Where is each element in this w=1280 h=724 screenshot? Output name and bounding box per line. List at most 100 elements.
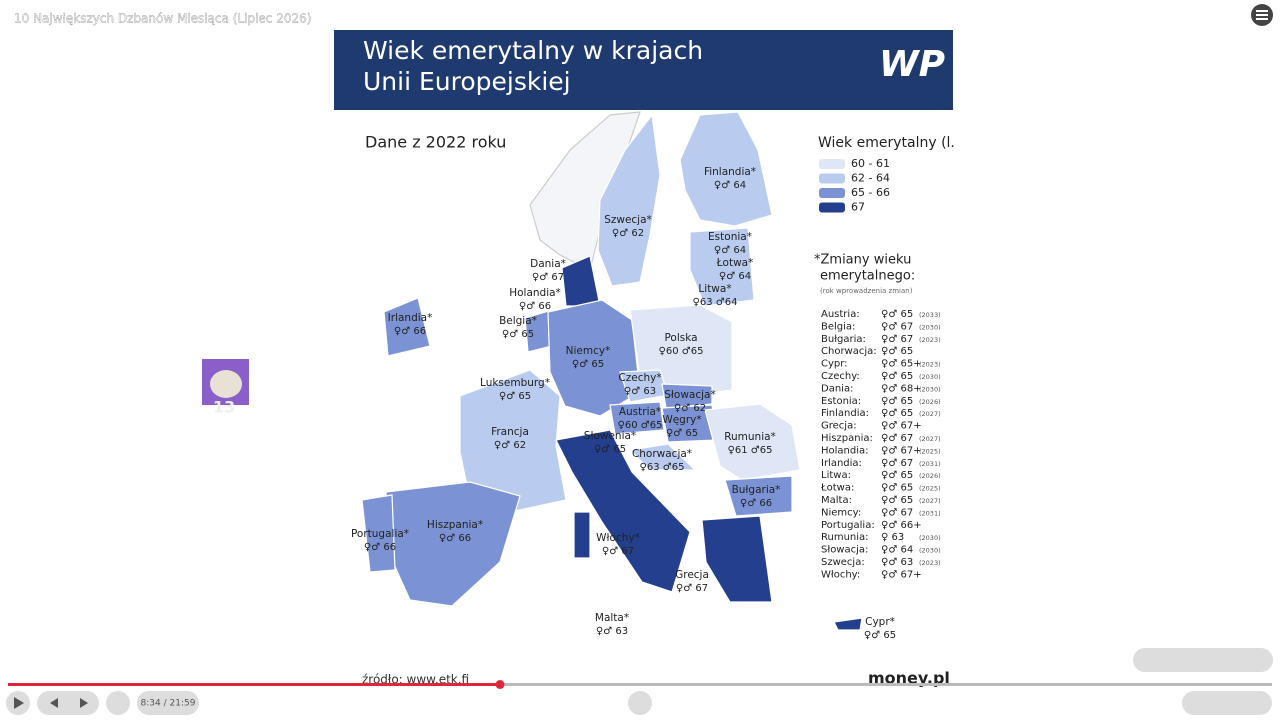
change-country: Rumunia: xyxy=(821,532,869,543)
change-country: Estonia: xyxy=(821,396,861,407)
change-age: ♀♂ 65+ xyxy=(881,359,922,370)
legend-swatch xyxy=(819,173,845,184)
changes-note: (rok wprowadzenia zmian) xyxy=(820,287,913,295)
slide-title: Unii Europejskiej xyxy=(363,67,571,96)
change-country: Grecja: xyxy=(821,421,857,432)
map-labels: Finlandia* ♀♂ 64 Szwecja* ♀♂ 62 Estonia* ♀♂ 6… xyxy=(351,166,896,641)
change-age: ♀ 63 xyxy=(881,532,904,543)
country-name: Irlandia* xyxy=(388,312,433,324)
change-year: (2033) xyxy=(919,311,941,319)
avatar-face xyxy=(210,370,242,398)
country-name: Polska xyxy=(664,332,697,344)
change-year: (2030) xyxy=(919,547,941,555)
ireland xyxy=(383,297,431,357)
country-age: ♀♂ 65 xyxy=(594,444,626,455)
time: 8:34 / 21:59 xyxy=(141,699,196,709)
country-name: Chorwacja* xyxy=(632,448,692,460)
change-age: ♀♂ 65 xyxy=(881,495,913,506)
country-name: Austria* xyxy=(619,406,661,418)
volume-button[interactable] xyxy=(106,691,130,715)
change-year: (2026) xyxy=(919,398,941,406)
change-age: ♀♂ 65 xyxy=(881,470,913,481)
change-year: (2027) xyxy=(919,497,941,505)
change-year: (2031) xyxy=(919,509,941,517)
country-name: Francja xyxy=(491,426,529,438)
settings-pill[interactable] xyxy=(1182,691,1272,715)
country-age: ♀61 ♂65 xyxy=(728,445,773,456)
change-age: ♀♂ 67+ xyxy=(881,445,922,456)
country-name: Belgia* xyxy=(499,315,537,327)
country-age: ♀♂ 64 xyxy=(714,180,746,191)
country-age: ♀♂ 65 xyxy=(864,630,896,641)
italy xyxy=(555,429,691,593)
change-country: Chorwacja: xyxy=(821,346,877,357)
menu-icon xyxy=(1256,14,1268,16)
legend-label: 65 - 66 xyxy=(851,186,890,199)
change-country: Belgia: xyxy=(821,321,855,332)
baltics xyxy=(689,227,755,307)
change-year: (2027) xyxy=(919,410,941,418)
country-age: ♀♂ 65 xyxy=(502,329,534,340)
country-name: Niemcy* xyxy=(566,345,611,357)
country-name: Portugalia* xyxy=(351,528,409,540)
germany xyxy=(547,299,641,417)
progress-track[interactable] xyxy=(8,683,1272,686)
video-title[interactable]: 10 Największych Dzbanów Miesiąca (Lipiec… xyxy=(14,11,312,26)
country-age: ♀♂ 63 xyxy=(624,386,656,397)
subtitle: Dane z 2022 roku xyxy=(365,133,506,152)
change-age: ♀♂ 66+ xyxy=(881,520,922,531)
country-age: ♀♂ 66 xyxy=(394,326,426,337)
change-country: Dania: xyxy=(821,383,853,394)
change-age: ♀♂ 63 xyxy=(881,557,913,568)
menu-icon xyxy=(1256,10,1268,12)
country-age: ♀♂ 67 xyxy=(532,272,564,283)
country-name: Litwa* xyxy=(698,283,731,295)
menu-icon xyxy=(1256,18,1268,20)
change-age: ♀♂ 67 xyxy=(881,507,913,518)
country-name: Włochy* xyxy=(596,532,640,544)
country-age: ♀♂ 66 xyxy=(740,498,772,509)
country-age: ♀♂ 62 xyxy=(674,403,706,414)
country-name: Finlandia* xyxy=(704,166,756,178)
change-year: (2025) xyxy=(919,485,941,493)
changes-title: emerytalnego: xyxy=(820,269,915,284)
change-year: (2030) xyxy=(919,373,941,381)
change-country: Finlandia: xyxy=(821,408,869,419)
bulgaria xyxy=(724,475,793,517)
country-age: ♀63 ♂65 xyxy=(640,462,685,473)
country-name: Luksemburg* xyxy=(480,377,550,389)
change-year: (2026) xyxy=(919,472,941,480)
country-age: ♀60 ♂65 xyxy=(618,420,663,431)
change-age: ♀♂ 67+ xyxy=(881,421,922,432)
change-age: ♀♂ 65 xyxy=(881,309,913,320)
country-age: ♀♂ 64 xyxy=(714,245,746,256)
change-country: Łotwa: xyxy=(820,483,854,494)
country-name: Malta* xyxy=(595,612,629,624)
country-age: ♀♂ 66 xyxy=(519,301,551,312)
country-age: ♀60 ♂65 xyxy=(659,346,704,357)
skip-icons xyxy=(50,698,88,708)
skip-buttons[interactable] xyxy=(37,691,99,715)
denmark xyxy=(561,255,601,307)
progress-handle[interactable] xyxy=(495,680,505,689)
actions-pill[interactable] xyxy=(1133,648,1273,672)
change-country: Malta: xyxy=(821,495,852,506)
change-year: (2031) xyxy=(919,460,941,468)
country-name: Grecja xyxy=(675,569,709,581)
france xyxy=(459,369,567,513)
brand: money.pl xyxy=(868,669,950,688)
legend-swatch xyxy=(819,188,845,198)
legend-swatch xyxy=(819,202,845,213)
change-year: (2023) xyxy=(919,361,941,369)
country-age: ♀♂ 65 xyxy=(499,391,531,402)
austria xyxy=(609,401,665,435)
chapters-button[interactable] xyxy=(628,691,652,715)
country-name: Estonia* xyxy=(708,231,752,243)
greece xyxy=(701,515,773,603)
country-name: Węgry* xyxy=(662,414,701,426)
country-age: ♀♂ 64 xyxy=(719,271,751,282)
country-name: Rumunia* xyxy=(724,431,776,443)
change-country: Irlandia: xyxy=(821,458,862,469)
